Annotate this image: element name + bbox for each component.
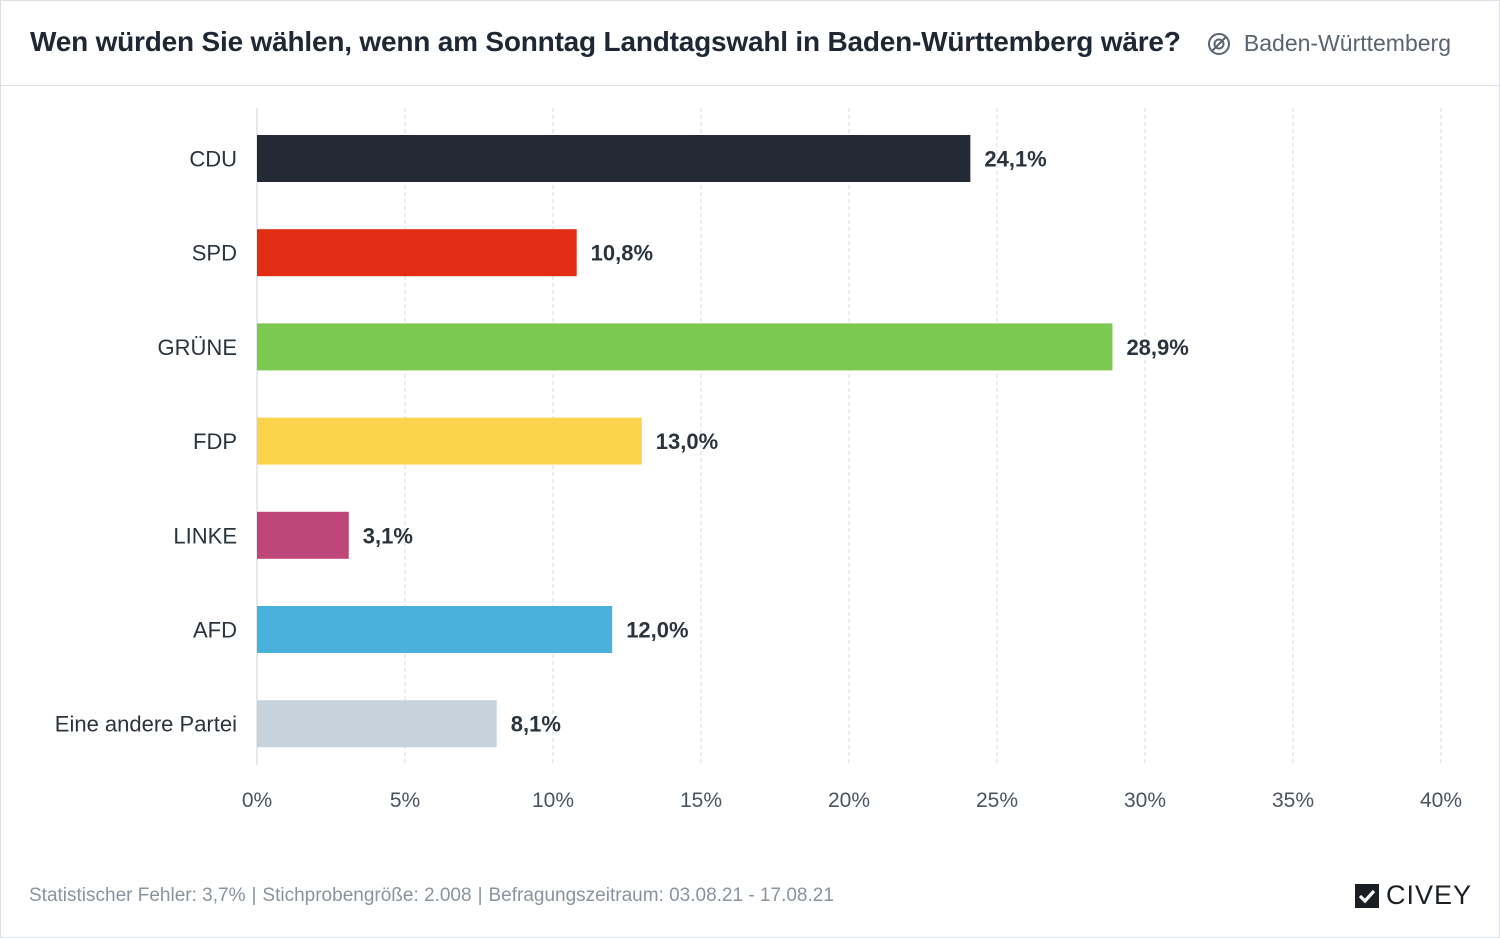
region-label: Baden-Württemberg xyxy=(1243,30,1451,56)
chart-footer: Statistischer Fehler: 3,7% | Stichprobengr… xyxy=(29,885,834,907)
survey-period: Befragungszeitraum: 03.08.21 - 17.08.21 xyxy=(488,885,834,906)
value-label: 28,9% xyxy=(1126,335,1188,360)
value-label: 24,1% xyxy=(984,147,1046,172)
region-filter[interactable]: Baden-Württemberg xyxy=(1207,30,1451,57)
bar-eine-andere-partei xyxy=(257,700,497,748)
region-filter-icon xyxy=(1207,32,1230,55)
value-label: 8,1% xyxy=(511,712,561,737)
bar-cdu xyxy=(257,135,971,182)
civey-logo-icon xyxy=(1354,883,1379,908)
category-label: FDP xyxy=(193,429,237,454)
x-tick-label: 10% xyxy=(532,789,574,812)
statistical-error: Statistischer Fehler: 3,7% xyxy=(29,885,246,906)
brand-name: CIVEY xyxy=(1385,880,1472,910)
x-tick-label: 5% xyxy=(390,789,420,812)
x-tick-label: 25% xyxy=(976,789,1018,812)
x-tick-label: 20% xyxy=(828,789,870,812)
bar-linke xyxy=(257,511,349,559)
chart-header: Wen würden Sie wählen, wenn am Sonntag L… xyxy=(1,1,1499,86)
sample-size: Stichprobengröße: 2.008 xyxy=(262,885,472,906)
category-label: LINKE xyxy=(173,523,237,548)
chart-title: Wen würden Sie wählen, wenn am Sonntag L… xyxy=(30,26,1181,57)
category-label: AFD xyxy=(193,618,237,643)
value-label: 13,0% xyxy=(656,429,718,454)
x-tick-label: 30% xyxy=(1124,789,1166,812)
bar-afd xyxy=(257,606,613,653)
value-label: 12,0% xyxy=(626,618,688,643)
x-tick-label: 0% xyxy=(242,789,272,812)
value-label: 10,8% xyxy=(591,241,653,266)
x-tick-label: 15% xyxy=(680,789,722,812)
value-label: 3,1% xyxy=(363,523,413,548)
bar-chart: CDU 24,1% SPD 10,8% GRÜNE 28,9% FDP 13,0% LINKE 3… xyxy=(55,108,1462,812)
x-tick-label: 35% xyxy=(1272,789,1314,812)
category-label: GRÜNE xyxy=(158,335,237,360)
footer-separator: | xyxy=(477,885,483,906)
category-label: Eine andere Partei xyxy=(55,712,237,737)
bar-spd xyxy=(257,229,577,277)
civey-brand[interactable]: CIVEY xyxy=(1353,880,1472,911)
bar-grüne xyxy=(257,323,1113,371)
footer-separator: | xyxy=(251,885,257,906)
x-tick-label: 40% xyxy=(1420,789,1462,812)
bar-fdp xyxy=(257,417,642,465)
category-label: CDU xyxy=(189,147,237,172)
category-label: SPD xyxy=(192,241,237,266)
